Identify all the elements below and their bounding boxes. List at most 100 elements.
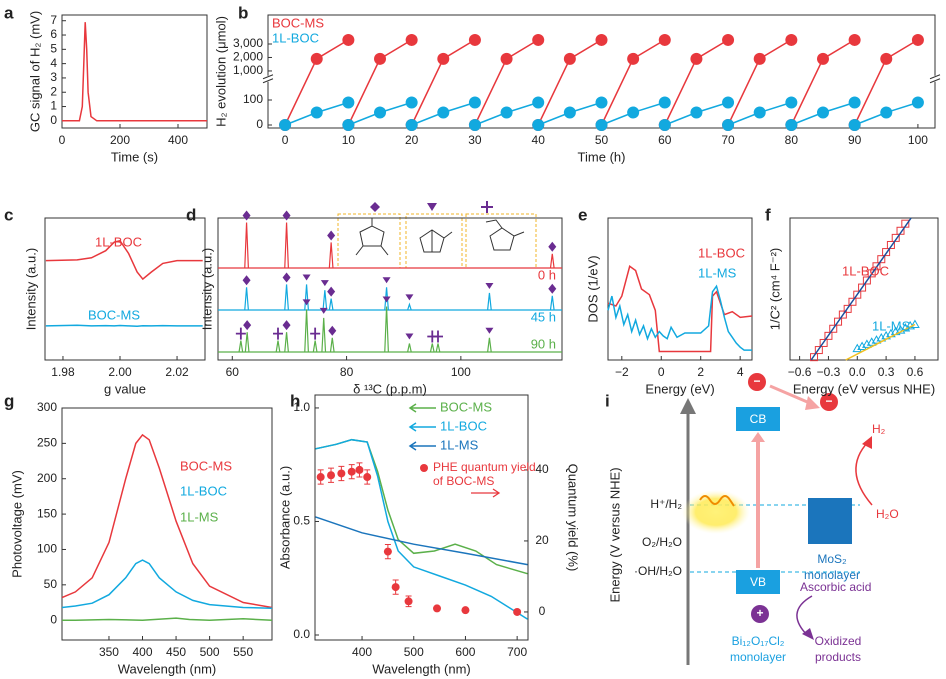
peak-symbol xyxy=(282,272,291,283)
x-tick-label: 4 xyxy=(737,365,744,379)
arrow-head xyxy=(805,396,820,410)
series-line xyxy=(61,559,273,609)
data-point xyxy=(824,331,833,340)
peak-symbol xyxy=(319,307,328,314)
x-axis-title: Energy (eV) xyxy=(645,381,714,396)
panel-letter: a xyxy=(4,3,14,22)
y-tick-label: 7 xyxy=(50,13,57,27)
data-point xyxy=(405,33,418,46)
y-tick-label: 0 xyxy=(50,612,57,626)
x-tick-label: 0.0 xyxy=(849,365,866,379)
peak-symbol xyxy=(328,325,337,336)
x-tick-label: 400 xyxy=(132,645,152,659)
legend-marker xyxy=(420,464,428,472)
data-point xyxy=(468,33,481,46)
data-point xyxy=(848,297,857,306)
x-axis-title: δ ¹³C (p.p.m) xyxy=(353,381,427,396)
molecule xyxy=(419,229,453,253)
peak-symbol xyxy=(242,210,251,221)
vb-label: VB xyxy=(750,575,766,589)
data-point xyxy=(500,52,513,65)
spectrum-peak xyxy=(304,284,309,311)
data-point xyxy=(404,597,413,606)
panel-letter: e xyxy=(578,205,587,224)
axis-break xyxy=(262,74,274,84)
panel-letter: b xyxy=(238,3,248,22)
panel-letter: h xyxy=(290,391,300,410)
data-point xyxy=(468,119,481,131)
peak-symbol xyxy=(485,327,494,334)
structure-insets xyxy=(337,201,537,269)
data-point xyxy=(785,33,798,46)
spectrum-peak xyxy=(384,306,389,353)
data-point xyxy=(911,33,924,46)
data-point xyxy=(785,119,798,131)
arrow-head xyxy=(802,628,814,640)
spectrum-peak xyxy=(429,343,435,353)
legend-arrow xyxy=(408,403,436,413)
data-point xyxy=(316,473,325,482)
data-point xyxy=(867,269,876,278)
legend-label: 1L-MS xyxy=(440,437,479,452)
x-tick-label: 0 xyxy=(658,365,665,379)
data-point xyxy=(722,33,735,46)
spectrum-peak xyxy=(328,298,334,311)
y2-tick-label: 40 xyxy=(535,462,549,476)
reaction-arrow xyxy=(855,441,873,506)
panel-letter: c xyxy=(4,205,13,224)
spectrum-peak xyxy=(407,302,412,311)
level-label: O₂/H₂O xyxy=(642,535,682,549)
panel: h 400 500 600 700 0.0 0.5 1.0 0 20 40 Wavelength (n… xyxy=(277,391,580,676)
peak-symbol xyxy=(320,280,329,287)
y-tick-label: 100 xyxy=(37,542,57,556)
data-point xyxy=(690,106,703,119)
legend-box: PHE quantum yield of BOC-MS xyxy=(433,460,536,488)
mos2-label: monolayer xyxy=(804,568,860,582)
x-axis-title: Time (h) xyxy=(578,149,626,164)
y-axis-title: H₂ evolution (μmol) xyxy=(213,16,228,127)
legend-label: PHE quantum yield of BOC-MS xyxy=(433,460,536,488)
spectrum-peak xyxy=(407,343,412,353)
legend-label: 1L-BOC xyxy=(272,30,319,45)
series-line xyxy=(315,516,528,566)
spectrum-peak xyxy=(244,287,249,311)
axis-break-gap xyxy=(930,75,940,82)
peak-symbol xyxy=(382,296,391,303)
y2-tick-label: 0 xyxy=(539,604,546,618)
spectrum-peak xyxy=(549,253,555,269)
y-tick-label: 2 xyxy=(50,84,57,98)
peak-symbol xyxy=(327,286,336,297)
marker-icon xyxy=(427,203,437,211)
hole xyxy=(751,605,769,623)
x-tick-label: 600 xyxy=(455,645,475,659)
peak-symbol xyxy=(282,210,291,221)
data-point xyxy=(383,547,392,556)
data-point xyxy=(391,583,400,592)
peak-symbol xyxy=(302,274,311,281)
x-tick-label: 500 xyxy=(404,645,424,659)
data-point xyxy=(437,52,450,65)
data-point xyxy=(814,346,823,355)
y-tick-label: 1 xyxy=(50,99,57,113)
spectrum-peak xyxy=(487,292,492,311)
mos2-box xyxy=(808,498,852,544)
x-tick-label: 20 xyxy=(405,133,419,147)
data-point xyxy=(342,119,355,131)
x-tick-label: 550 xyxy=(233,645,253,659)
x-axis-title: Time (s) xyxy=(111,149,158,164)
spectrum-peak xyxy=(284,332,289,353)
x-tick-label: 100 xyxy=(908,133,928,147)
series-line xyxy=(45,324,203,327)
data-point xyxy=(753,106,766,119)
y-tick-label: 300 xyxy=(37,400,57,414)
series-line xyxy=(61,433,273,609)
spectrum-peak xyxy=(329,337,335,353)
host-label: monolayer xyxy=(730,650,786,664)
data-point xyxy=(810,353,819,362)
arrow-head xyxy=(862,436,872,449)
data-point xyxy=(342,96,355,109)
data-point xyxy=(342,33,355,46)
electron-sign: − xyxy=(825,394,832,408)
